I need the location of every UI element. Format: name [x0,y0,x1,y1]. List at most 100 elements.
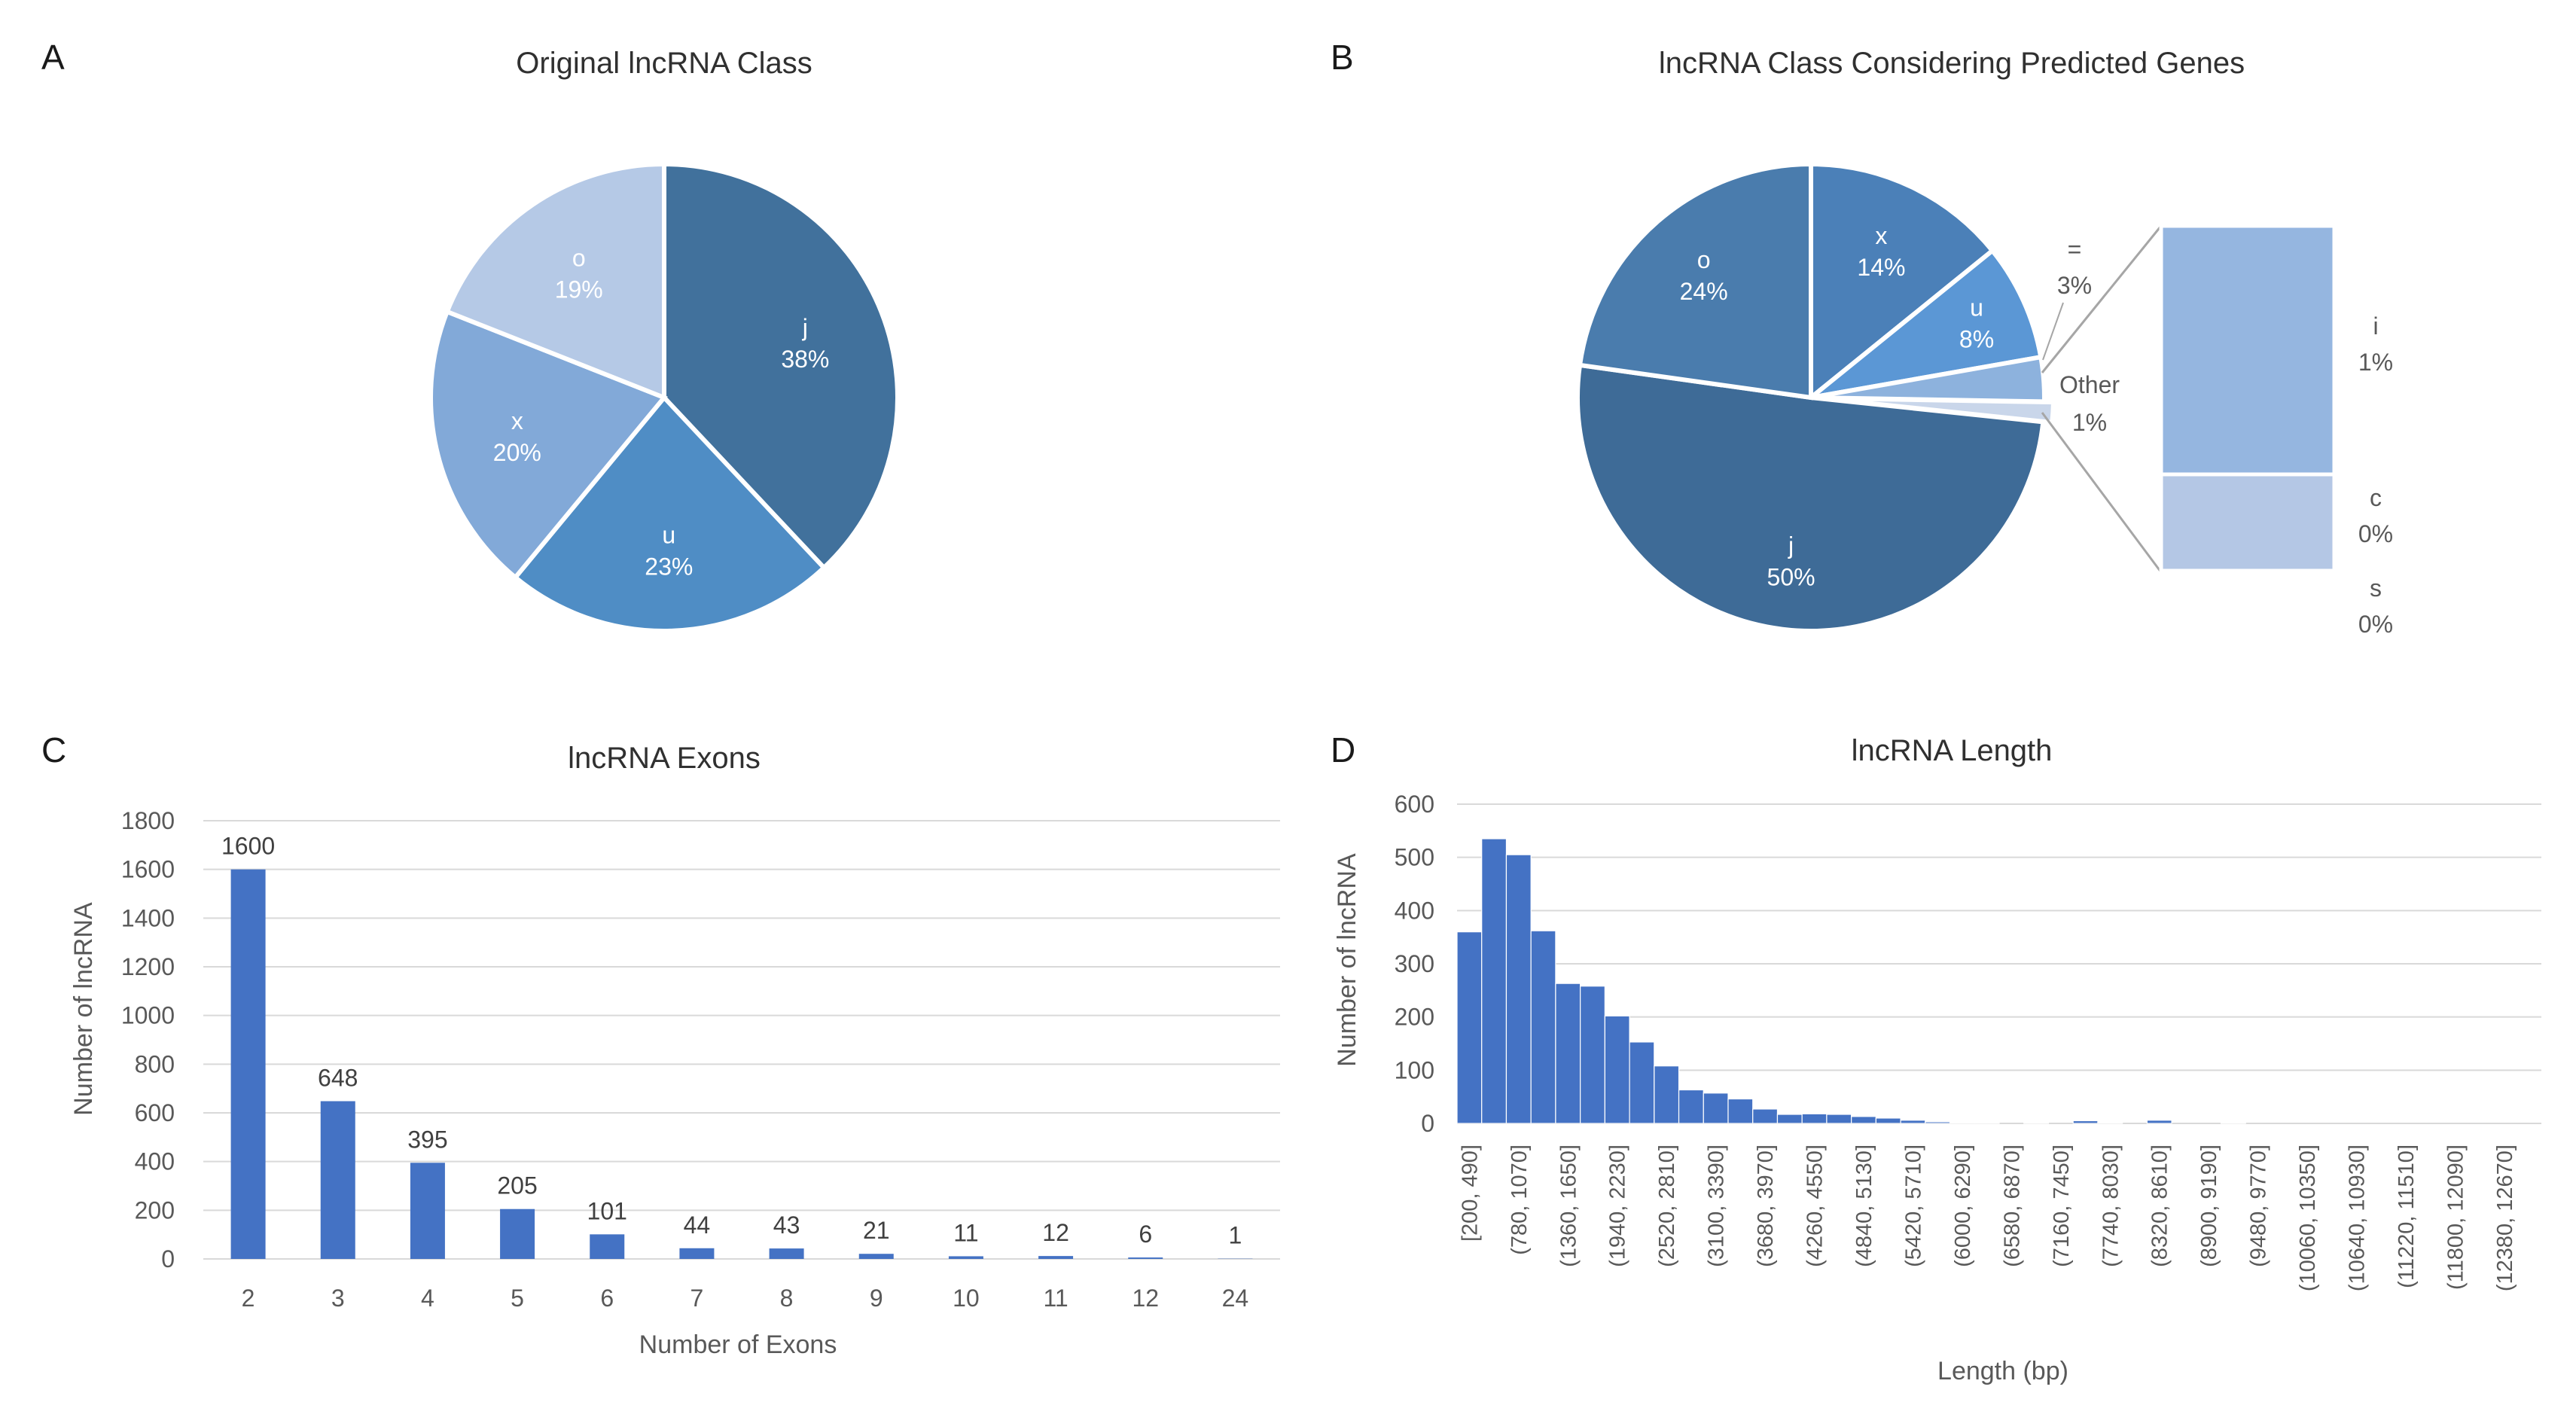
bar-c-bar-9 [858,1254,894,1259]
hist-d-bar [1900,1120,1926,1124]
pie-b-bar-segment-s [2159,568,2337,575]
pie-b-percent-u: 8% [1959,326,1994,353]
bar-c-value-label: 21 [863,1217,890,1244]
pie-b-slice-x [1809,161,1996,403]
panel-c-title: lncRNA Exons [568,742,761,775]
histogram-d: 0 100 200 300 400 500 600 [200, 490] (780, 1070]… [1395,791,2541,1291]
bar-c-bar-2 [230,869,266,1259]
pie-b-connector-bottom [2041,412,2163,573]
hist-d-bar [1801,1113,1828,1124]
bar-c-value-label: 11 [953,1219,978,1246]
panel-d-letter: D [1331,730,1355,770]
bar-c-value-label: 648 [318,1064,358,1091]
bar-c-value-label: 205 [497,1172,537,1199]
bar-c-value-label: 6 [1139,1221,1152,1248]
bar-c-ytick: 600 [135,1099,175,1126]
hist-d-xtick: (6000, 6290] [1951,1144,1975,1267]
hist-d-xtick: (11220, 11510] [2395,1144,2419,1288]
pie-b-bar-percent-i: 1% [2358,349,2393,376]
hist-d-ytick: 500 [1395,844,1434,871]
panel-c-ylabel: Number of lncRNA [69,902,98,1116]
hist-d-xtick: (10060, 10350] [2296,1144,2320,1291]
bar-c-value-label: 43 [773,1212,800,1239]
panel-b: B lncRNA Class Considering Predicted Gen… [1331,38,2393,638]
hist-d-xtick: (8320, 8610] [2148,1144,2172,1267]
bar-c-ytick: 1400 [121,904,175,931]
bar-c-xtick: 4 [421,1285,434,1312]
hist-d-ytick: 0 [1421,1110,1434,1137]
hist-d-ytick: 600 [1395,791,1434,818]
bar-chart-c: 0200400600800100012001400160018001600264… [121,807,1280,1312]
bar-c-bar-8 [769,1248,804,1259]
hist-d-xtick: (12380, 12670] [2493,1144,2517,1291]
bar-c-value-label: 1 [1229,1222,1242,1249]
hist-d-xtick: (1940, 2230] [1606,1144,1630,1267]
bar-c-bar-11 [1038,1256,1074,1259]
pie-b-label-u: u [1970,294,1983,322]
bar-c-value-label: 101 [587,1197,627,1224]
pie-b-percent-other: 1% [2072,409,2107,436]
bar-c-xtick: 12 [1132,1285,1159,1312]
pie-b-label-j: j [1788,532,1794,559]
pie-b-slice-o [1577,161,1813,401]
panel-a-letter: A [41,38,65,77]
bar-c-bar-3 [320,1101,355,1259]
panel-c-letter: C [41,730,66,770]
pie-b-slice-j [1575,362,2046,634]
hist-d-xtick: (4840, 5130] [1852,1144,1876,1267]
pie-b-slice-u [1803,247,2044,401]
hist-d-bar [1776,1114,1803,1124]
pie-b-percent-x: 14% [1857,254,1905,281]
panel-a-title: Original lncRNA Class [516,47,812,80]
bar-c-xtick: 3 [331,1285,345,1312]
hist-d-xtick: (9480, 9770] [2247,1144,2271,1267]
hist-d-xtick: (780, 1070] [1507,1144,1532,1255]
bar-c-bar-12 [1128,1257,1163,1259]
pie-a-slice-u [512,394,828,633]
hist-d-xtick: (1360, 1650] [1556,1144,1581,1267]
pie-b-bar-segment-c [2159,472,2337,573]
bar-c-ytick: 0 [161,1245,175,1272]
hist-d-xtick: (2520, 2810] [1655,1144,1679,1267]
hist-d-xtick: (4260, 4550] [1803,1144,1828,1267]
hist-d-bar [1654,1065,1680,1124]
bar-c-xtick: 10 [953,1285,980,1312]
hist-d-bar [1875,1117,1901,1124]
pie-chart-b: x 14% u 8% j 50% o 24% = 3% Other 1% i 1% c 0% s 0% [1575,161,2393,638]
hist-d-bar [1604,1015,1630,1124]
bar-c-ytick: 800 [135,1050,175,1077]
bar-c-value-label: 12 [1042,1219,1069,1246]
hist-d-xtick: (6580, 6870] [2000,1144,2024,1267]
pie-a-slice-j [662,161,900,571]
hist-d-xtick: (3680, 3970] [1754,1144,1778,1267]
bar-c-xtick: 11 [1043,1285,1068,1312]
bar-c-xtick: 6 [600,1285,614,1312]
hist-d-xtick: (11800, 12090] [2443,1144,2468,1290]
bar-c-ytick: 200 [135,1196,175,1224]
pie-b-bar-label-c: c [2370,484,2382,511]
bar-c-xtick: 7 [690,1285,704,1312]
pie-b-label-o: o [1697,246,1711,273]
pie-a-slice-o [444,161,666,401]
pie-a-label-x: x [511,407,523,434]
hist-d-bar [1629,1041,1655,1124]
hist-d-ytick: 100 [1395,1056,1434,1084]
hist-d-xtick: (3100, 3390] [1705,1144,1729,1267]
bar-c-xtick: 8 [780,1285,794,1312]
pie-b-label-x: x [1875,222,1887,249]
pie-b-connector-top [2041,225,2163,373]
hist-d-bar [1530,930,1556,1124]
pie-b-label-other: Other [2059,371,2120,398]
hist-d-bar [1580,986,1605,1124]
panel-c-xlabel: Number of Exons [639,1330,837,1359]
pie-a-label-u: u [662,521,675,548]
pie-a-slice-x [428,308,668,581]
pie-a-percent-u: 23% [645,553,693,580]
bar-c-value-label: 44 [684,1212,711,1239]
pie-a-label-o: o [572,244,586,271]
pie-b-bar-percent-s: 0% [2358,611,2393,638]
hist-d-bar [2072,1120,2099,1124]
panel-d-xlabel: Length (bp) [1937,1357,2068,1385]
panel-d-title: lncRNA Length [1852,734,2053,767]
bar-c-value-label: 395 [407,1126,447,1153]
